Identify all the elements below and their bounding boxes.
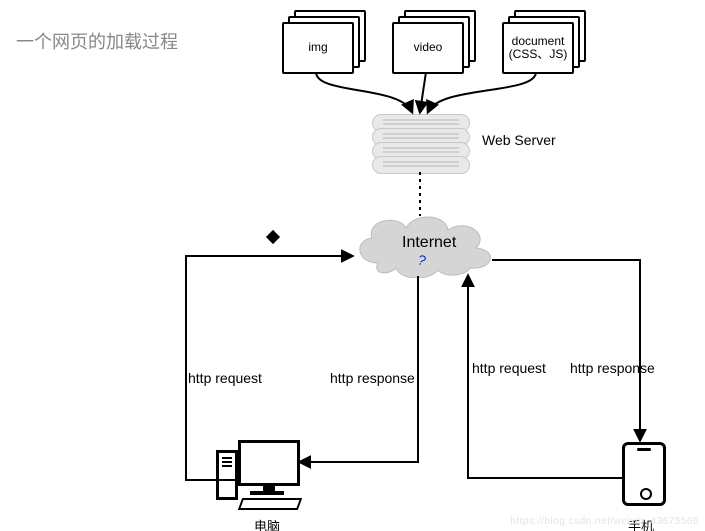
internet-label: Internet bbox=[402, 234, 456, 252]
diamond-marker bbox=[266, 230, 280, 244]
arrow-img-server bbox=[316, 72, 412, 112]
edge-phone-request bbox=[468, 276, 622, 478]
arrow-video-server bbox=[420, 72, 426, 112]
watermark: https://blog.csdn.net/weixin_43675566 bbox=[510, 516, 699, 527]
computer-label: 电脑 bbox=[254, 516, 280, 531]
doc-label: img bbox=[308, 41, 327, 54]
edge-pc-response bbox=[300, 276, 418, 462]
doc-label: document (CSS、JS) bbox=[509, 35, 568, 61]
label-phone-request: http request bbox=[472, 360, 546, 376]
doc-label: video bbox=[414, 41, 443, 54]
web-server-icon bbox=[372, 118, 470, 174]
phone-icon bbox=[622, 442, 666, 506]
edge-phone-response bbox=[492, 260, 640, 440]
web-server-label: Web Server bbox=[482, 132, 556, 148]
label-phone-response: http response bbox=[570, 360, 655, 376]
label-pc-request: http request bbox=[188, 370, 262, 386]
page-title: 一个网页的加载过程 bbox=[16, 28, 178, 54]
label-pc-response: http response bbox=[330, 370, 415, 386]
computer-icon bbox=[238, 440, 300, 486]
arrow-doc-server bbox=[428, 72, 536, 112]
doc-to-server-arrows bbox=[316, 72, 536, 112]
